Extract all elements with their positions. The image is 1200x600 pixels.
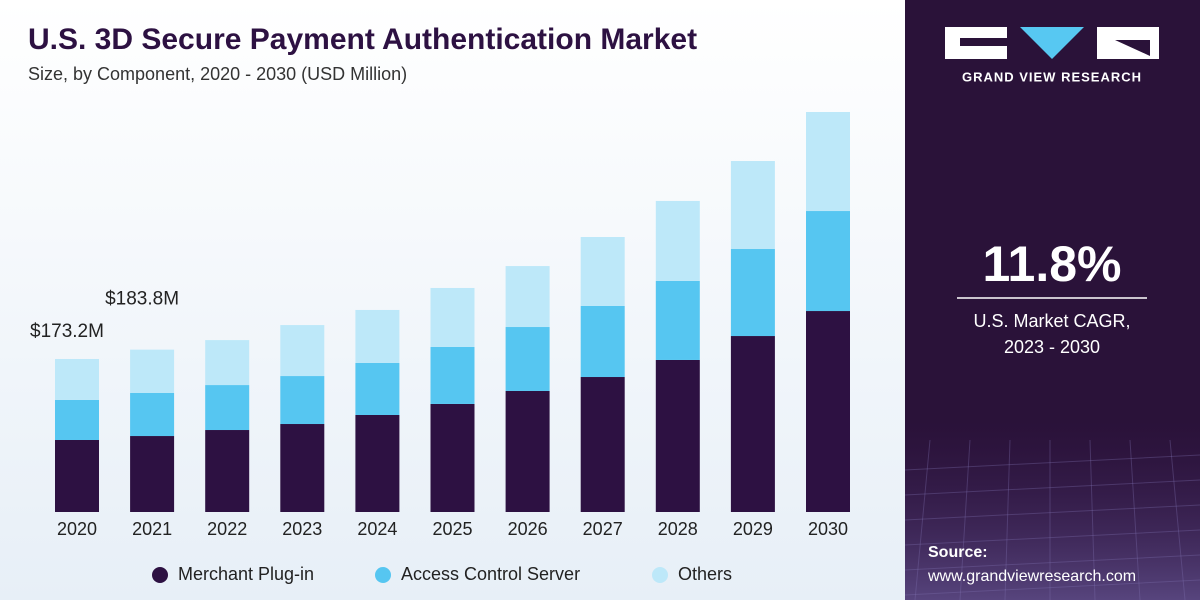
bar-segment [730,249,775,337]
x-tick-label: 2026 [508,519,548,539]
legend-label: Merchant Plug-in [178,564,314,584]
cagr-caption: U.S. Market CAGR, [973,311,1130,331]
bar-segment [130,349,175,394]
bar-segment [280,325,325,377]
bar-segment [430,403,475,512]
bar-segment [355,362,400,416]
bar-segment [806,311,850,512]
bar-segment [280,424,325,512]
bar-segment [806,211,850,312]
bar-segment [655,200,700,281]
x-tick-label: 2029 [733,519,773,539]
total-label: $173.2M [30,321,104,342]
x-tick-label: 2028 [658,519,698,539]
bar-segment [505,266,550,328]
source-label: Source: [928,544,988,561]
cagr-period: 2023 - 2030 [1004,337,1100,357]
x-tick-label: 2020 [57,519,97,539]
bar-segment [430,346,475,404]
x-tick-label: 2023 [282,519,322,539]
brand-logo [945,27,1159,59]
source-url: www.grandviewresearch.com [927,568,1136,585]
bar-segment [580,377,625,512]
bar-segment [130,393,175,437]
x-tick-label: 2021 [132,519,172,539]
legend-marker [152,567,168,583]
brand-name: GRAND VIEW RESEARCH [962,69,1142,84]
bar-segment [655,359,700,512]
legend-label: Access Control Server [401,564,580,584]
cagr-value: 11.8% [982,236,1121,292]
bar-segment [505,390,550,512]
panel-grid [904,439,1200,600]
bar-segment [55,440,99,512]
chart-subtitle: Size, by Component, 2020 - 2030 (USD Mil… [28,64,407,84]
legend-marker [375,567,391,583]
bar-segment [730,161,775,250]
legend-label: Others [678,564,732,584]
bar-segment [355,309,400,363]
bar-segment [355,415,400,512]
bar-segment [806,111,850,212]
bar-segment [205,430,250,512]
x-tick-label: 2030 [808,519,848,539]
bar-segment [205,340,250,386]
chart-title: U.S. 3D Secure Payment Authentication Ma… [28,23,697,56]
bar-segment [430,287,475,347]
bar-segment [205,385,250,431]
panel-decoration [905,420,1200,600]
x-tick-label: 2025 [432,519,472,539]
total-label: $183.8M [105,289,179,310]
legend-marker [652,567,668,583]
x-tick-label: 2022 [207,519,247,539]
bar-segment [580,305,625,378]
bar-segment [505,327,550,391]
bar-segment [580,236,625,306]
bar-segment [130,436,175,512]
x-tick-label: 2027 [583,519,623,539]
bar-segment [280,376,325,425]
bar-segment [55,399,99,441]
bar-segment [655,280,700,360]
x-tick-label: 2024 [357,519,397,539]
bar-segment [55,358,99,400]
bar-segment [730,336,775,512]
